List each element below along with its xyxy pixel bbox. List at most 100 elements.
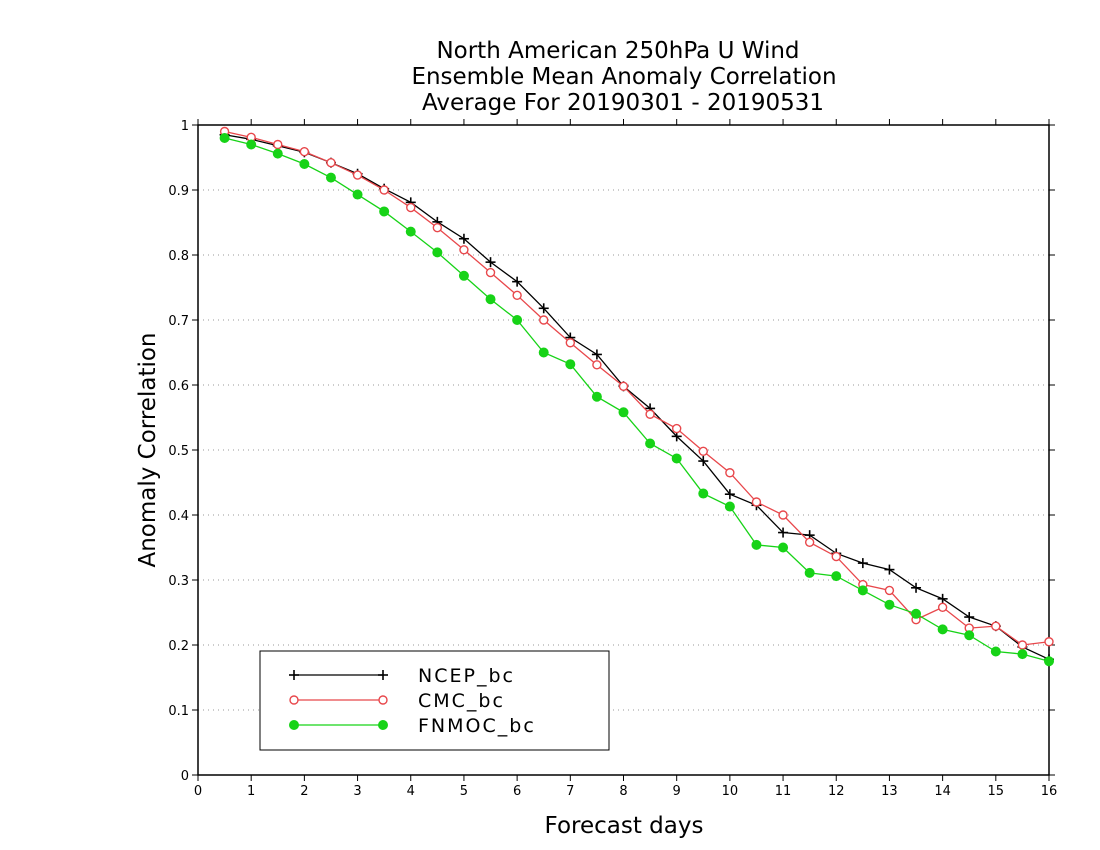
point-FNMOC_bc-14 (591, 391, 602, 402)
point-CMC_bc-10 (485, 267, 496, 278)
legend-marker-right-NCEP_bc (378, 670, 388, 680)
y-tick-label-1: 0.1 (168, 704, 189, 719)
point-FNMOC_bc-0 (219, 133, 230, 143)
point-CMC_bc-27 (937, 602, 948, 612)
point-NCEP_bc-12 (538, 303, 549, 314)
legend-marker-left-NCEP_bc (289, 670, 299, 680)
y-tick-label-4: 0.4 (168, 509, 189, 524)
point-FNMOC_bc-3 (299, 159, 310, 169)
y-tick-label-8: 0.8 (168, 249, 189, 264)
point-NCEP_bc-18 (698, 456, 709, 467)
point-CMC_bc-2 (273, 139, 283, 150)
point-FNMOC_bc-11 (512, 315, 523, 325)
point-CMC_bc-14 (592, 360, 602, 370)
point-CMC_bc-15 (618, 381, 629, 391)
x-tick-label-13: 13 (881, 784, 898, 799)
point-FNMOC_bc-1 (246, 139, 257, 150)
legend-marker-right-CMC_bc (378, 695, 388, 705)
point-FNMOC_bc-6 (379, 206, 390, 217)
point-CMC_bc-19 (725, 468, 735, 478)
point-CMC_bc-25 (884, 585, 895, 596)
x-tick-label-2: 2 (300, 784, 308, 799)
title-line-2: Ensemble Mean Anomaly Correlation (411, 64, 836, 90)
legend: NCEP_bc CMC_bc FNMOC_bc (259, 650, 610, 751)
x-tick-label-4: 4 (407, 784, 415, 799)
x-tick-label-3: 3 (353, 784, 361, 799)
point-CMC_bc-6 (379, 185, 389, 195)
point-FNMOC_bc-17 (671, 453, 682, 464)
point-NCEP_bc-9 (458, 233, 469, 244)
x-tick-label-5: 5 (460, 784, 468, 799)
point-CMC_bc-12 (539, 315, 549, 325)
point-FNMOC_bc-12 (538, 347, 549, 358)
series-line-CMC_bc (224, 130, 1050, 646)
point-CMC_bc-5 (352, 170, 363, 180)
gridlines (198, 189, 1049, 711)
point-CMC_bc-7 (406, 202, 416, 213)
point-FNMOC_bc-29 (990, 646, 1001, 657)
legend-item-NCEP_bc: NCEP_bc (289, 665, 513, 687)
point-FNMOC_bc-5 (352, 189, 363, 200)
point-NCEP_bc-21 (778, 527, 789, 538)
legend-label-FNMOC_bc: FNMOC_bc (418, 715, 536, 737)
point-CMC_bc-29 (991, 621, 1001, 631)
series-line-NCEP_bc (224, 134, 1050, 660)
point-FNMOC_bc-30 (1017, 649, 1028, 660)
point-FNMOC_bc-20 (751, 539, 762, 550)
x-tick-label-12: 12 (828, 784, 845, 799)
point-FNMOC_bc-15 (618, 407, 629, 418)
y-axis-label: Anomaly Correlation (135, 332, 161, 567)
legend-marker-left-CMC_bc (289, 695, 299, 705)
y-tick-label-0: 0 (181, 769, 189, 784)
axis-ticks: 00.10.20.30.40.50.60.70.80.910 1 2 3 4 5 6 7 8 9 1… (168, 119, 1057, 799)
point-CMC_bc-17 (671, 423, 682, 434)
x-tick-label-1: 1 (247, 784, 255, 799)
point-CMC_bc-23 (831, 551, 841, 562)
point-NCEP_bc-11 (512, 276, 523, 287)
point-FNMOC_bc-25 (884, 599, 895, 610)
point-CMC_bc-13 (565, 338, 576, 348)
point-CMC_bc-11 (512, 290, 522, 300)
x-axis-label: Forecast days (545, 813, 704, 839)
point-FNMOC_bc-28 (964, 630, 975, 641)
point-FNMOC_bc-2 (272, 148, 283, 159)
point-NCEP_bc-14 (591, 349, 602, 360)
point-CMC_bc-8 (432, 222, 443, 233)
point-CMC_bc-16 (645, 409, 655, 419)
point-CMC_bc-30 (1017, 640, 1028, 650)
y-tick-label-5: 0.5 (168, 444, 189, 459)
y-tick-label-6: 0.6 (168, 379, 189, 394)
series-CMC_bc (219, 126, 1054, 650)
point-FNMOC_bc-10 (485, 294, 496, 305)
legend-item-FNMOC_bc: FNMOC_bc (289, 715, 536, 737)
point-NCEP_bc-24 (857, 558, 868, 569)
x-tick-label-8: 8 (619, 784, 627, 799)
point-CMC_bc-4 (326, 157, 336, 168)
point-FNMOC_bc-24 (857, 585, 868, 596)
point-CMC_bc-20 (751, 497, 762, 507)
x-tick-label-14: 14 (934, 784, 951, 799)
title-line-1: North American 250hPa U Wind (436, 38, 799, 64)
point-NCEP_bc-19 (724, 489, 735, 500)
x-tick-label-7: 7 (566, 784, 574, 799)
point-FNMOC_bc-21 (778, 542, 789, 553)
point-FNMOC_bc-22 (804, 567, 815, 578)
point-CMC_bc-31 (1044, 637, 1054, 647)
point-FNMOC_bc-8 (432, 247, 443, 258)
y-tick-label-9: 0.9 (168, 184, 189, 199)
point-FNMOC_bc-27 (937, 624, 948, 635)
legend-item-CMC_bc: CMC_bc (289, 690, 503, 712)
x-tick-label-6: 6 (513, 784, 521, 799)
series-FNMOC_bc (219, 133, 1054, 667)
point-FNMOC_bc-31 (1044, 656, 1054, 667)
y-tick-label-7: 0.7 (168, 314, 189, 329)
point-CMC_bc-22 (804, 537, 815, 547)
point-FNMOC_bc-13 (565, 359, 576, 370)
title-line-3: Average For 20190301 - 20190531 (422, 90, 824, 116)
point-FNMOC_bc-9 (458, 270, 469, 281)
y-tick-label-10: 1 (181, 119, 189, 134)
point-CMC_bc-9 (459, 245, 469, 255)
x-tick-label-16: 16 (1041, 784, 1058, 799)
